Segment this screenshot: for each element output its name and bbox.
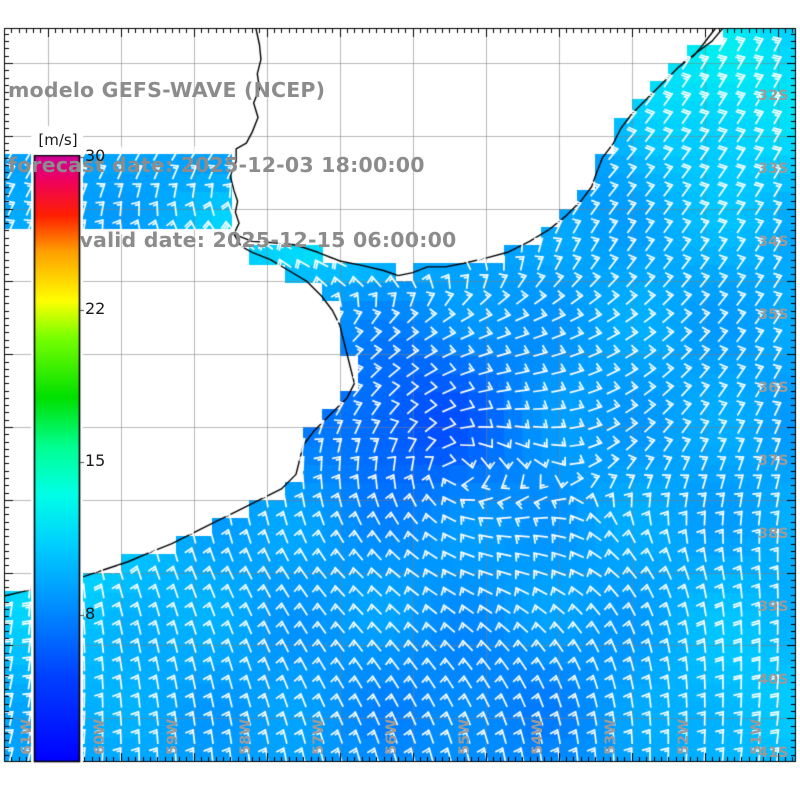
colorbar-tick-30: 30	[85, 146, 106, 165]
colorbar-tick-8: 8	[85, 604, 96, 623]
colorbar-tick-15: 15	[85, 451, 106, 470]
colorbar-unit-label: [m/s]	[38, 131, 78, 149]
colorbar-tick-22: 22	[85, 299, 106, 318]
